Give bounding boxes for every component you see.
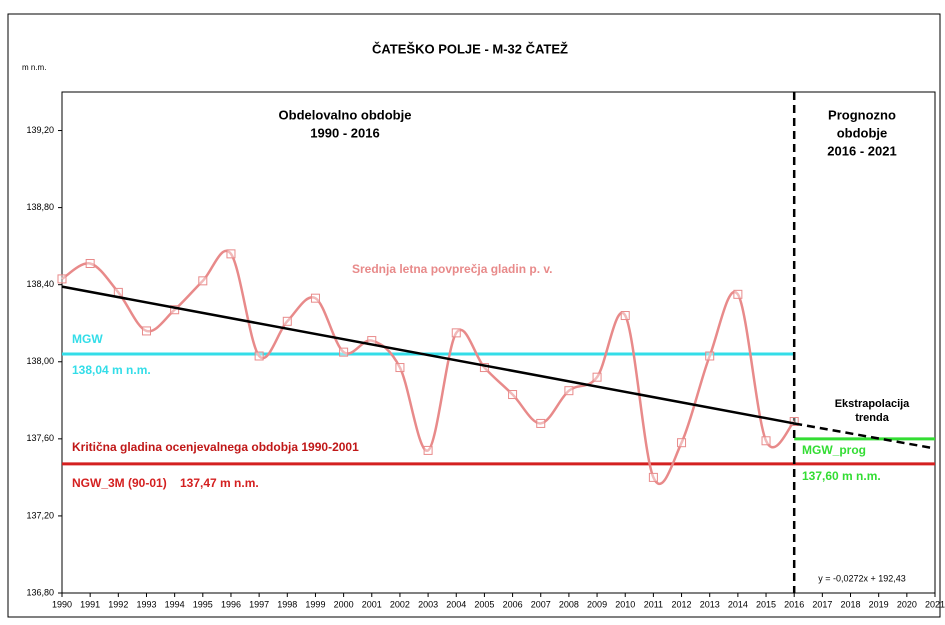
period-label: obdobje [837, 125, 888, 140]
x-tick-label: 1995 [193, 599, 213, 609]
y-tick-label: 139,20 [26, 125, 54, 135]
x-tick-label: 2019 [869, 599, 889, 609]
marker [677, 438, 687, 448]
y-tick-label: 138,00 [26, 356, 54, 366]
x-tick-label: 1998 [277, 599, 297, 609]
x-tick-label: 2013 [700, 599, 720, 609]
marker [592, 372, 602, 382]
y-axis-label: m n.m. [22, 63, 46, 72]
period-label: 2016 - 2021 [827, 143, 896, 158]
marker [113, 287, 123, 297]
x-tick-label: 1992 [108, 599, 128, 609]
marker [85, 258, 95, 268]
x-tick-label: 2003 [418, 599, 438, 609]
y-tick-label: 137,60 [26, 433, 54, 443]
x-tick-label: 2017 [812, 599, 832, 609]
reference-label: 137,60 m n.m. [802, 469, 881, 483]
trend-line [61, 285, 795, 425]
reference-label: 137,47 m n.m. [180, 476, 259, 490]
x-tick-label: 2012 [672, 599, 692, 609]
frame [7, 13, 941, 618]
x-tick-label: 2015 [756, 599, 776, 609]
plot-area [61, 91, 936, 594]
x-tick-label: 2006 [503, 599, 523, 609]
marker [141, 326, 151, 336]
marker [733, 289, 743, 299]
x-tick-label: 1994 [165, 599, 185, 609]
x-tick-label: 2011 [644, 599, 663, 609]
x-tick-label: 2008 [559, 599, 579, 609]
reference-label: 138,04 m n.m. [72, 363, 151, 377]
marker [198, 276, 208, 286]
y-tick-label: 138,80 [26, 202, 54, 212]
x-tick-label: 1999 [305, 599, 325, 609]
extrapolation-label: Ekstrapolacija [835, 398, 910, 410]
reference-name: MGW [72, 332, 103, 346]
x-tick-label: 2002 [390, 599, 410, 609]
marker [761, 436, 771, 446]
marker [423, 445, 433, 455]
x-tick-label: 2021 [925, 599, 945, 609]
period-label: 1990 - 2016 [310, 125, 379, 140]
x-tick-label: 2005 [474, 599, 494, 609]
x-tick-label: 1996 [221, 599, 241, 609]
marker [564, 386, 574, 396]
x-tick-label: 2014 [728, 599, 748, 609]
marker [620, 311, 630, 321]
chart-title: ČATEŠKO POLJE - M-32 ČATEŽ [372, 41, 568, 56]
x-tick-label: 1997 [249, 599, 269, 609]
reference-name: MGW_prog [802, 443, 866, 457]
marker [536, 418, 546, 428]
y-tick-label: 136,80 [26, 587, 54, 597]
marker [226, 249, 236, 259]
marker [170, 305, 180, 315]
marker [451, 328, 461, 338]
marker [648, 472, 658, 482]
critical-label: Kritična gladina ocenjevalnega obdobja 1… [72, 440, 359, 454]
period-label: Prognozno [828, 107, 896, 122]
trend-equation: y = -0,0272x + 192,43 [818, 573, 906, 583]
series-line [61, 249, 796, 486]
marker [339, 347, 349, 357]
x-tick-label: 2000 [334, 599, 354, 609]
x-tick-label: 2009 [587, 599, 607, 609]
x-tick-label: 2004 [446, 599, 466, 609]
trend-extrapolation [793, 422, 936, 450]
y-tick-label: 137,20 [26, 510, 54, 520]
marker [254, 351, 264, 361]
x-tick-label: 2016 [784, 599, 804, 609]
x-tick-label: 2018 [841, 599, 861, 609]
extrapolation-label: trenda [855, 412, 890, 424]
marker [508, 390, 518, 400]
marker [310, 293, 320, 303]
marker [282, 316, 292, 326]
series-label: Srednja letna povprečja gladin p. v. [352, 262, 553, 276]
x-tick-label: 2020 [897, 599, 917, 609]
x-tick-label: 1990 [52, 599, 72, 609]
x-tick-label: 2010 [615, 599, 635, 609]
period-label: Obdelovalno obdobje [279, 107, 412, 122]
marker [57, 274, 67, 284]
reference-name: NGW_3M (90-01) [72, 476, 167, 490]
marker [705, 351, 715, 361]
x-tick-label: 1993 [136, 599, 156, 609]
x-tick-label: 1991 [80, 599, 100, 609]
x-tick-label: 2001 [362, 599, 382, 609]
y-tick-label: 138,40 [26, 279, 54, 289]
marker [395, 363, 405, 373]
x-tick-label: 2007 [531, 599, 551, 609]
